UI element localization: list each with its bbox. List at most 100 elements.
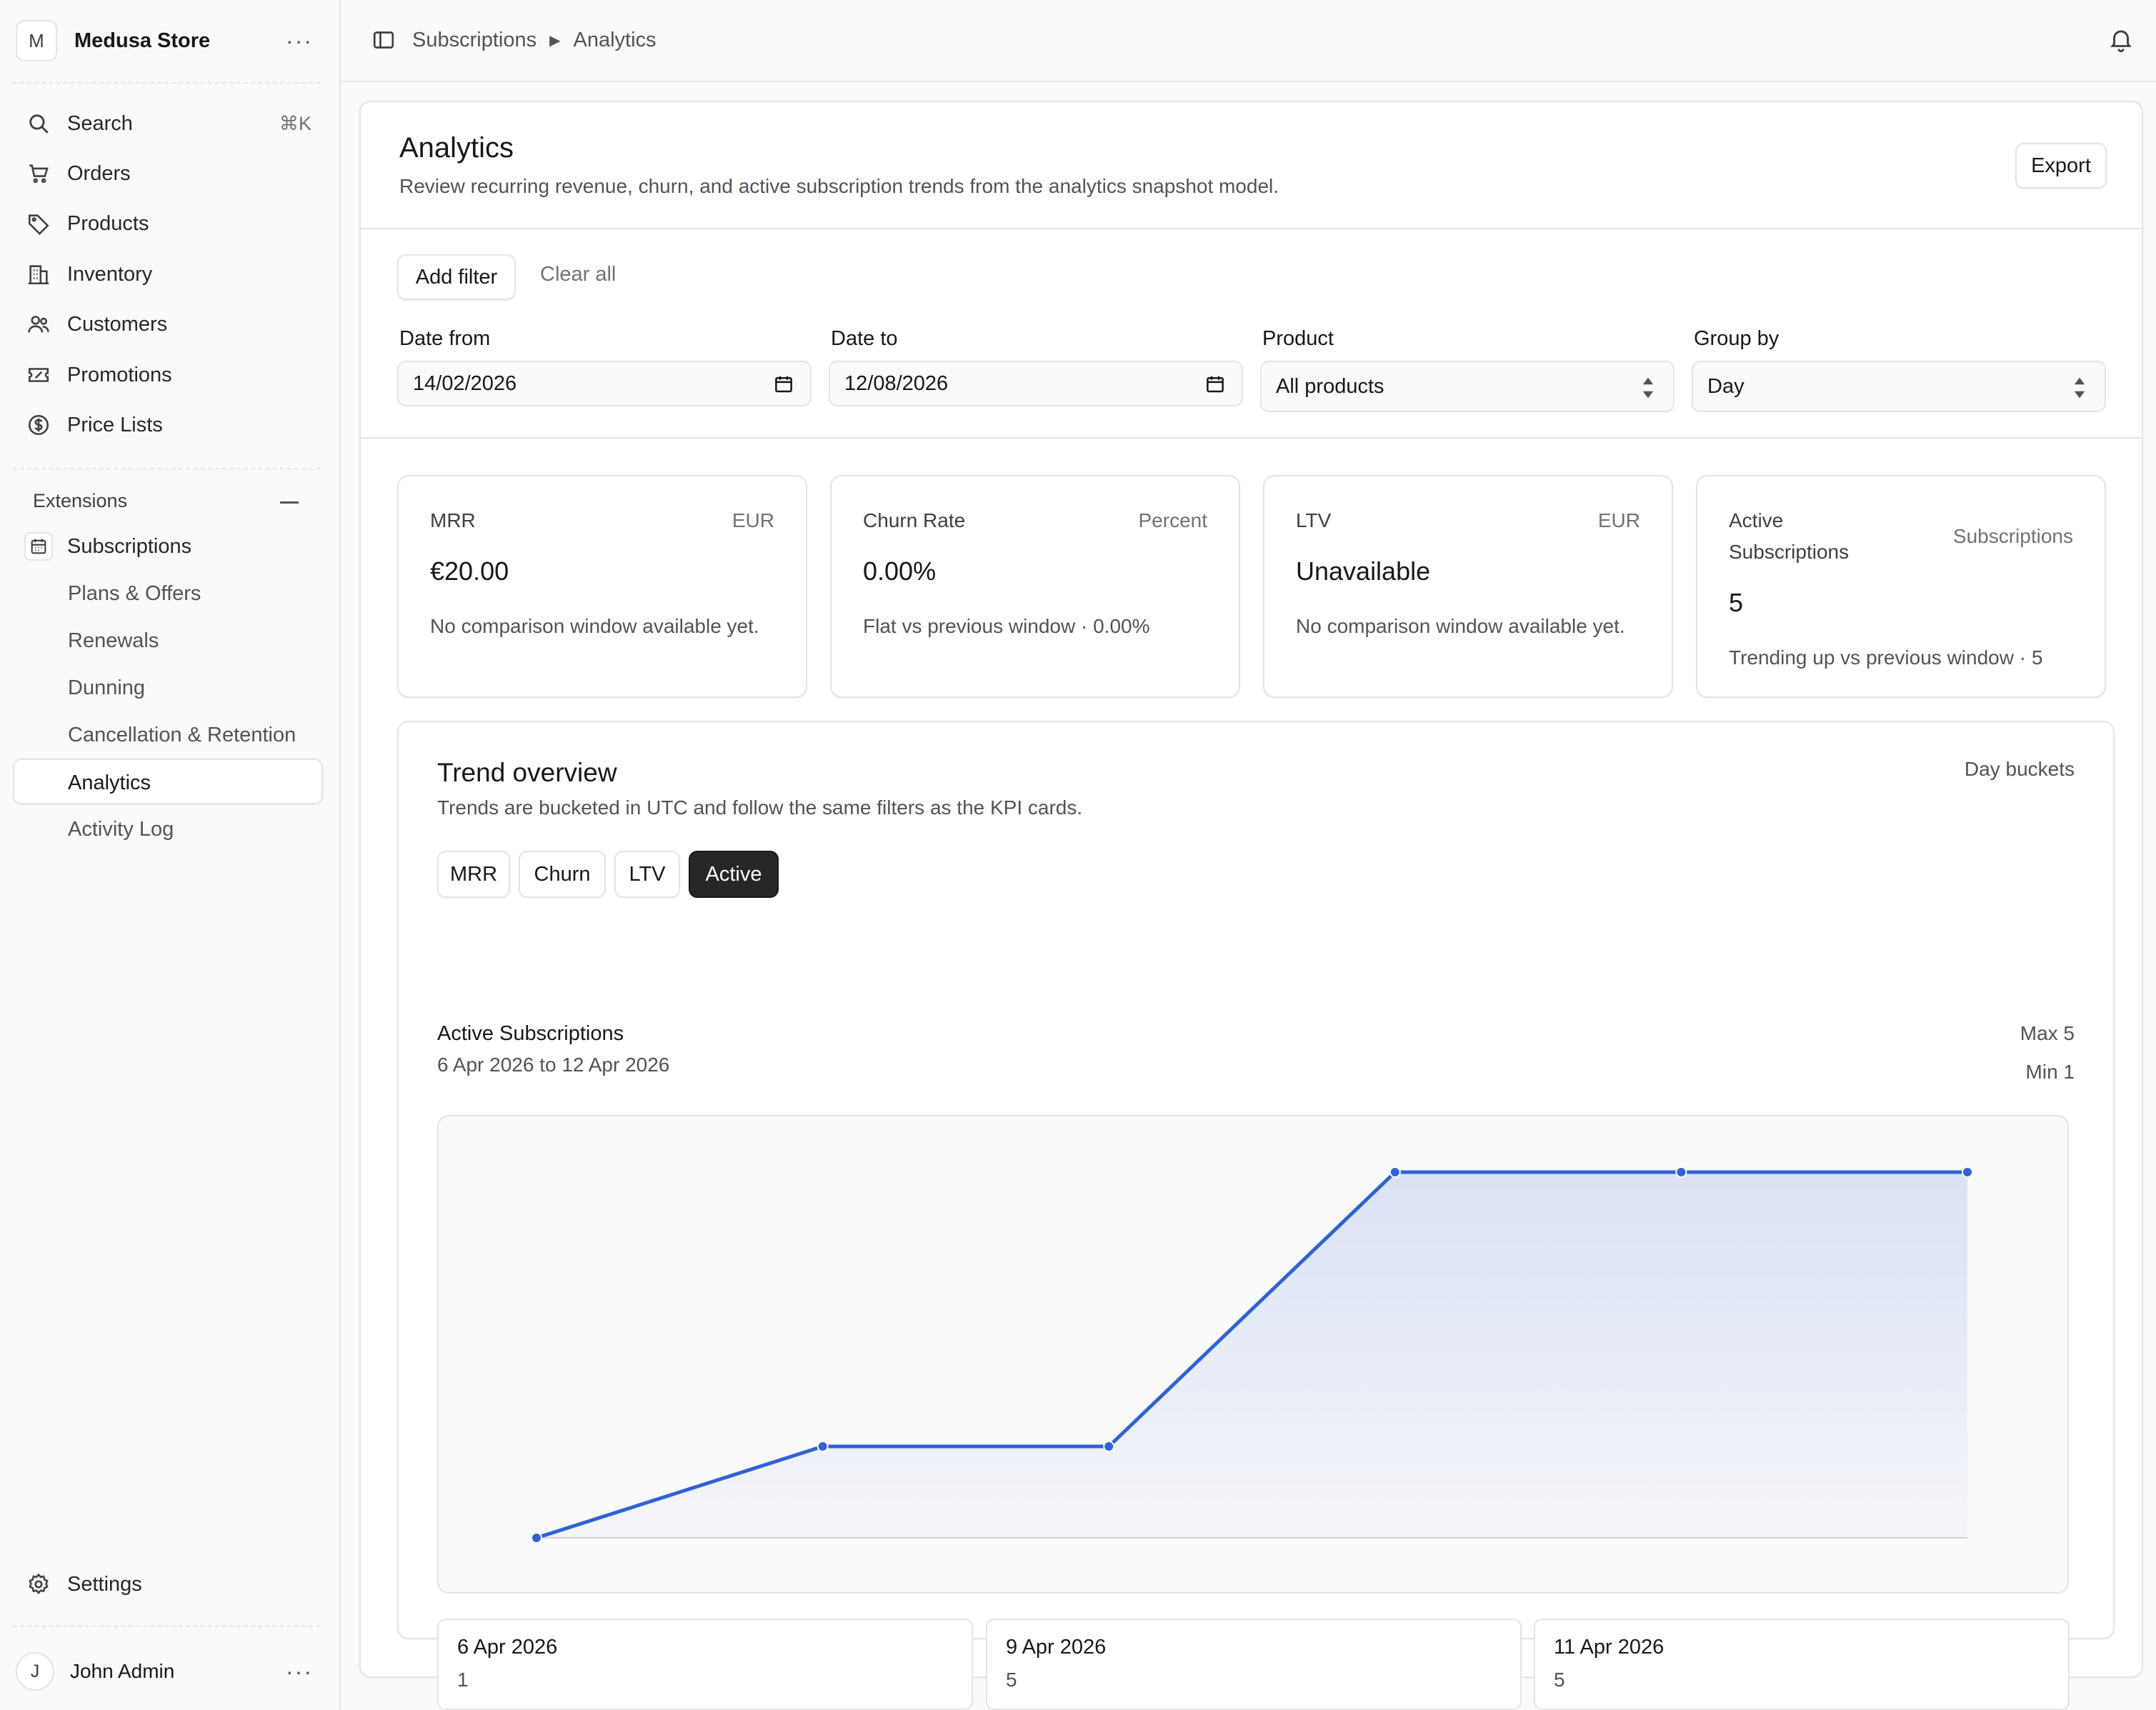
- sidebar-subitem-renewals[interactable]: Renewals: [68, 629, 159, 652]
- date-from-label: Date from: [399, 327, 491, 350]
- sidebar-item-label: Settings: [67, 1572, 142, 1596]
- sidebar: M Medusa Store ··· Search ⌘K Orders Prod…: [0, 0, 341, 1710]
- store-switcher[interactable]: M Medusa Store ···: [16, 19, 324, 62]
- chart-title: Active Subscriptions: [437, 1022, 624, 1045]
- chart-point[interactable]: [531, 1532, 542, 1544]
- breadcrumb-subscriptions[interactable]: Subscriptions: [412, 28, 537, 51]
- calendar-icon[interactable]: [1204, 374, 1226, 401]
- select-arrows-icon: [1640, 376, 1656, 405]
- page-subtitle: Review recurring revenue, churn, and act…: [399, 175, 1279, 197]
- point-card: 6 Apr 2026 1: [437, 1619, 973, 1710]
- trend-subtitle: Trends are bucketed in UTC and follow th…: [437, 796, 1083, 819]
- kpi-value: 0.00%: [863, 556, 937, 586]
- sidebar-subitem-activity-log[interactable]: Activity Log: [68, 818, 174, 841]
- calendar-icon[interactable]: [773, 374, 794, 401]
- chart-min: Min 1: [2025, 1061, 2075, 1083]
- cart-icon: [24, 159, 53, 188]
- search-shortcut: ⌘K: [279, 112, 311, 134]
- date-to-value: 12/08/2026: [844, 371, 949, 395]
- extensions-heading: Extensions: [33, 490, 128, 511]
- kpi-note: No comparison window available yet.: [1296, 615, 1625, 637]
- tab-active[interactable]: Active: [689, 851, 779, 898]
- chart-point[interactable]: [817, 1441, 829, 1452]
- product-select[interactable]: All products: [1260, 361, 1675, 412]
- kpi-note: Trending up vs previous window · 5: [1729, 646, 2043, 669]
- sidebar-subitem-cancellation-retention[interactable]: Cancellation & Retention: [68, 724, 296, 746]
- kpi-value: 5: [1729, 588, 1744, 617]
- product-label: Product: [1262, 327, 1334, 350]
- sidebar-divider: [13, 1626, 320, 1627]
- user-menu[interactable]: J John Admin ···: [16, 1650, 324, 1693]
- kpi-title: MRR: [430, 509, 476, 531]
- group-by-select[interactable]: Day: [1692, 361, 2106, 412]
- gear-icon: [24, 1570, 53, 1599]
- sidebar-subitem-dunning[interactable]: Dunning: [68, 676, 146, 699]
- tab-ltv[interactable]: LTV: [614, 851, 680, 898]
- kpi-title: Active Subscriptions: [1729, 509, 1850, 563]
- chart-series-line: [536, 1170, 1967, 1540]
- user-menu-icon[interactable]: ···: [286, 1659, 313, 1684]
- sidebar-item-settings[interactable]: Settings: [13, 1563, 321, 1606]
- breadcrumb-analytics: Analytics: [573, 28, 657, 51]
- topbar: Subscriptions ▶ Analytics: [342, 0, 2156, 82]
- add-filter-button[interactable]: Add filter: [397, 254, 516, 300]
- kpi-unit: EUR: [732, 509, 774, 531]
- sidebar-subitem-analytics[interactable]: Analytics: [13, 759, 323, 804]
- tab-churn[interactable]: Churn: [519, 851, 606, 898]
- sidebar-item-orders[interactable]: Orders: [13, 152, 321, 195]
- point-date: 11 Apr 2026: [1554, 1636, 1665, 1659]
- sidebar-item-subscriptions[interactable]: Subscriptions: [13, 525, 321, 568]
- point-date: 6 Apr 2026: [457, 1636, 558, 1659]
- point-value: 5: [1006, 1669, 1017, 1691]
- chart-max: Max 5: [2020, 1022, 2075, 1044]
- date-from-input[interactable]: 14/02/2026: [397, 361, 812, 406]
- sidebar-item-inventory[interactable]: Inventory: [13, 253, 321, 296]
- chart-point[interactable]: [1675, 1166, 1687, 1178]
- group-by-value: Day: [1707, 374, 1745, 398]
- chart-point[interactable]: [1389, 1166, 1401, 1178]
- point-value: 1: [457, 1669, 469, 1691]
- store-menu-icon[interactable]: ···: [286, 28, 313, 54]
- clear-all-button[interactable]: Clear all: [540, 263, 617, 286]
- sidebar-item-customers[interactable]: Customers: [13, 303, 321, 346]
- sidebar-toggle-icon[interactable]: [371, 27, 396, 53]
- breadcrumb: Subscriptions ▶ Analytics: [371, 27, 657, 53]
- sidebar-item-products[interactable]: Products: [13, 202, 321, 245]
- sidebar-item-label: Subscriptions: [67, 534, 192, 558]
- point-date: 9 Apr 2026: [1006, 1636, 1107, 1659]
- sidebar-subitem-plans-offers[interactable]: Plans & Offers: [68, 582, 201, 605]
- date-to-label: Date to: [831, 327, 898, 350]
- export-button[interactable]: Export: [2015, 143, 2107, 189]
- kpi-unit: Subscriptions: [1952, 525, 2073, 547]
- calendar-icon: [24, 532, 53, 561]
- kpi-unit: Percent: [1138, 509, 1208, 531]
- sidebar-item-promotions[interactable]: Promotions: [13, 354, 321, 396]
- point-card: 11 Apr 2026 5: [1534, 1619, 2070, 1710]
- chart-point[interactable]: [1962, 1166, 1973, 1178]
- tab-mrr[interactable]: MRR: [437, 851, 510, 898]
- bell-icon[interactable]: [2107, 26, 2135, 56]
- collapse-icon[interactable]: [280, 501, 299, 504]
- product-value: All products: [1276, 374, 1384, 398]
- dollar-circle-icon: [24, 411, 53, 439]
- sidebar-item-label: Inventory: [67, 262, 153, 286]
- sidebar-search[interactable]: Search ⌘K: [13, 102, 321, 145]
- active-subscriptions-chart: [437, 1115, 2069, 1594]
- date-to-input[interactable]: 12/08/2026: [829, 361, 1243, 406]
- user-name: John Admin: [70, 1660, 175, 1682]
- sidebar-item-price-lists[interactable]: Price Lists: [13, 404, 321, 446]
- store-avatar: M: [16, 20, 57, 61]
- date-from-value: 14/02/2026: [413, 371, 517, 395]
- sidebar-item-label: Products: [67, 211, 149, 235]
- analytics-card: Analytics Review recurring revenue, chur…: [359, 101, 2143, 1710]
- chart-area: [536, 1172, 1967, 1538]
- sidebar-search-label: Search: [67, 111, 133, 135]
- group-by-label: Group by: [1694, 327, 1780, 350]
- search-icon: [24, 109, 53, 138]
- sidebar-divider: [13, 468, 320, 469]
- chart-point[interactable]: [1103, 1441, 1115, 1452]
- bucket-label: Day buckets: [1964, 758, 2075, 780]
- sidebar-item-label: Promotions: [67, 363, 172, 386]
- chevron-right-icon: ▶: [549, 32, 561, 49]
- page-title: Analytics: [399, 132, 514, 164]
